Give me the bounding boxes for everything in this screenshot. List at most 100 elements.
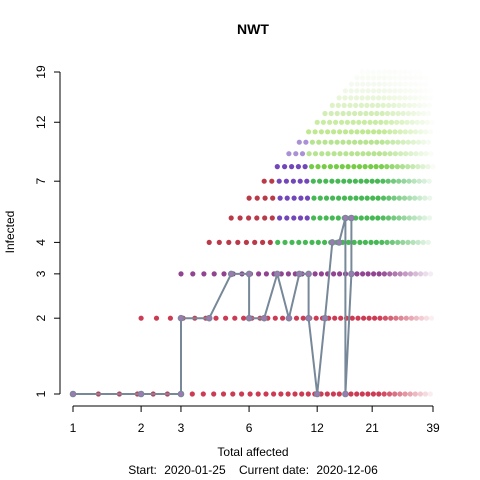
probability-dot [309, 164, 315, 170]
y-tick-label: 4 [34, 239, 48, 246]
probability-dot [410, 164, 416, 170]
probability-dot [400, 139, 406, 145]
probability-dot [334, 139, 340, 145]
probability-dot [291, 215, 297, 221]
probability-dot [424, 119, 430, 125]
probability-dot [322, 239, 328, 245]
probability-dot [365, 88, 371, 94]
probability-dot [345, 164, 351, 170]
x-tick-label: 12 [310, 421, 324, 435]
probability-dot [278, 391, 284, 397]
probability-dot [190, 271, 196, 277]
probability-dot [338, 315, 344, 321]
probability-dot [374, 110, 380, 117]
probability-dot [375, 215, 381, 221]
probability-dot [235, 239, 241, 245]
probability-dot [340, 139, 346, 145]
probability-dot [366, 315, 372, 321]
probability-dot [336, 195, 342, 201]
probability-dot [384, 239, 390, 245]
probability-dot [386, 69, 393, 75]
probability-dot [352, 178, 358, 184]
probability-dot [252, 239, 258, 245]
probability-dot [422, 195, 428, 201]
probability-dot [303, 139, 309, 145]
probability-dot [363, 110, 369, 117]
probability-dot [304, 178, 310, 184]
background-points [70, 69, 436, 397]
probability-dot [341, 102, 347, 108]
probability-dot [391, 215, 397, 221]
probability-dot [339, 164, 345, 170]
probability-dot [329, 102, 335, 108]
probability-dot [380, 102, 386, 108]
probability-dot [412, 88, 419, 94]
probability-dot [418, 88, 424, 94]
probability-dot [364, 102, 370, 108]
probability-dot [246, 215, 252, 221]
probability-dot [293, 315, 300, 321]
probability-dot [361, 119, 367, 125]
probability-dot [360, 151, 366, 157]
probability-dot [420, 110, 427, 117]
probability-dot [282, 164, 288, 170]
probability-dot [386, 195, 392, 201]
probability-dot [365, 69, 371, 75]
probability-dot [402, 75, 408, 81]
x-tick-label: 1 [70, 421, 77, 435]
probability-dot [427, 95, 433, 101]
probability-dot [263, 271, 269, 277]
probability-dot [333, 164, 339, 170]
probability-dot [386, 391, 393, 397]
probability-dot [304, 195, 311, 201]
probability-dot [364, 178, 370, 184]
probability-dot [331, 151, 337, 157]
probability-dot [407, 271, 414, 277]
probability-dot [302, 239, 308, 245]
probability-dot [341, 195, 348, 201]
probability-dot [380, 178, 386, 184]
probability-dot [374, 139, 380, 145]
probability-dot [402, 129, 408, 135]
probability-dot [412, 195, 418, 201]
probability-dot [356, 119, 362, 125]
probability-dot [426, 178, 432, 184]
probability-dot [346, 110, 352, 117]
probability-dot [425, 139, 432, 145]
start-label: Start: [128, 463, 157, 477]
probability-dot [381, 95, 387, 101]
probability-dot [406, 215, 412, 221]
probability-dot [365, 95, 371, 101]
probability-dot [419, 119, 425, 125]
probability-dot [357, 239, 363, 245]
probability-dot [392, 391, 398, 397]
probability-dot [364, 195, 370, 201]
probability-dot [310, 178, 316, 184]
probability-dot [387, 151, 393, 157]
probability-dot [404, 119, 410, 125]
trajectory-point [321, 314, 329, 322]
probability-dot [353, 102, 359, 108]
probability-dot [348, 88, 354, 94]
trajectory-point [329, 239, 336, 246]
probability-dot [346, 139, 352, 145]
probability-dot [216, 239, 222, 245]
trajectory-point [177, 390, 185, 398]
probability-dot [408, 151, 414, 157]
probability-dot [333, 119, 339, 125]
probability-dot [390, 110, 396, 117]
probability-dot [407, 75, 414, 81]
x-tick-label: 21 [365, 421, 379, 435]
probability-dot [401, 215, 407, 221]
probability-dot [335, 178, 341, 184]
probability-dot [354, 75, 360, 81]
probability-dot [411, 178, 417, 184]
probability-dot [401, 195, 408, 201]
probability-dot [420, 164, 426, 170]
probability-dot [320, 119, 326, 125]
probability-dot [385, 178, 391, 184]
probability-dot [411, 102, 417, 108]
probability-dot [246, 195, 252, 201]
probability-dot [392, 75, 398, 81]
probability-dot [247, 391, 253, 397]
